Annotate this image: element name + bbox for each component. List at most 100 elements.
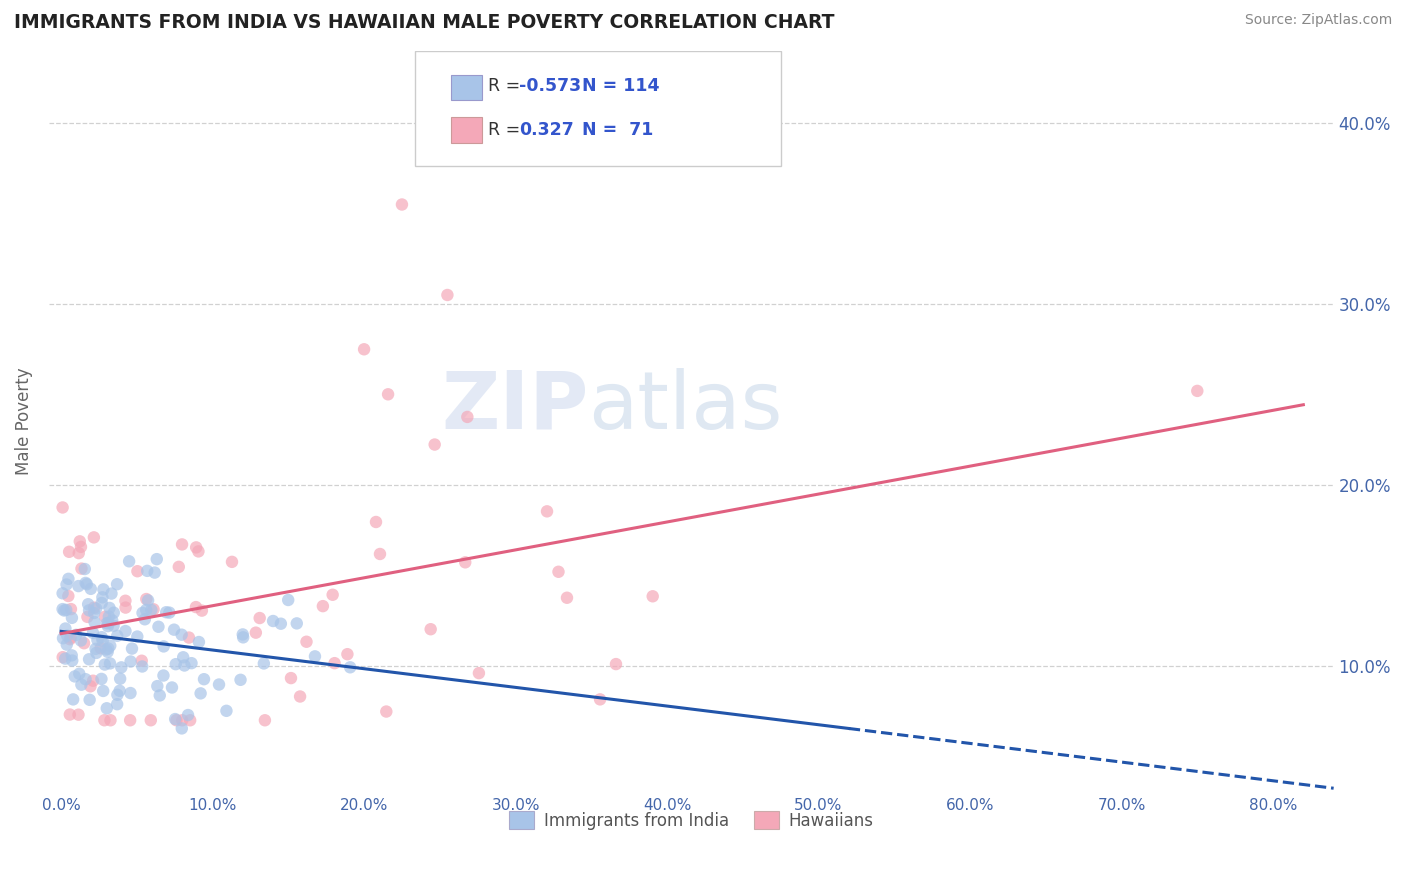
Point (142, 602, 165, 616)
Point (172, 650, 194, 665)
Point (91, 684, 114, 698)
Point (84, 601, 107, 615)
Point (82, 625, 104, 640)
Point (179, 713, 201, 727)
Point (339, 660, 361, 674)
Point (94, 642, 117, 657)
Point (97, 645, 120, 659)
Point (67, 579, 90, 593)
Point (97, 616, 120, 631)
Point (127, 630, 149, 644)
Point (53, 651, 76, 665)
Point (93, 713, 115, 727)
Point (59, 631, 82, 645)
Point (100, 713, 122, 727)
Point (55, 638, 77, 652)
Text: -0.573: -0.573 (519, 78, 581, 95)
Point (121, 641, 143, 656)
Point (77, 597, 100, 611)
Text: IMMIGRANTS FROM INDIA VS HAWAIIAN MALE POVERTY CORRELATION CHART: IMMIGRANTS FROM INDIA VS HAWAIIAN MALE P… (14, 13, 835, 32)
Point (58, 545, 80, 559)
Point (52, 500, 75, 515)
Text: atlas: atlas (589, 368, 783, 446)
Point (186, 541, 208, 555)
Point (96, 701, 118, 715)
Point (456, 409, 478, 424)
Point (76, 577, 98, 591)
Point (229, 673, 252, 687)
Point (136, 593, 159, 607)
Point (165, 657, 187, 672)
Point (114, 624, 136, 638)
Point (83, 530, 105, 544)
Point (605, 657, 627, 671)
Point (641, 589, 664, 603)
Point (108, 672, 131, 686)
Point (94, 657, 117, 672)
Point (208, 677, 231, 691)
Point (83, 600, 105, 615)
Point (58, 589, 80, 603)
Point (56, 629, 79, 643)
Point (277, 593, 299, 607)
Point (131, 654, 153, 668)
Point (79, 679, 101, 693)
Point (322, 588, 344, 602)
Point (419, 622, 441, 636)
Point (67, 666, 90, 681)
Point (323, 656, 346, 670)
Point (114, 600, 136, 615)
Point (96, 616, 118, 631)
Point (105, 577, 128, 591)
Point (152, 668, 174, 682)
Point (86, 646, 108, 660)
Point (105, 688, 128, 702)
Text: R =: R = (488, 121, 531, 139)
Point (98, 639, 121, 653)
Point (262, 614, 284, 628)
Point (80, 582, 103, 596)
Point (249, 611, 271, 625)
Point (67, 546, 90, 560)
Point (62, 692, 84, 706)
Point (55, 622, 77, 636)
FancyBboxPatch shape (451, 118, 482, 143)
Point (52, 586, 75, 600)
Point (52, 650, 75, 665)
Point (295, 634, 318, 648)
Point (73, 636, 96, 650)
Point (52, 602, 75, 616)
Point (221, 555, 243, 569)
Point (170, 722, 193, 736)
Point (155, 605, 177, 619)
Point (60, 611, 83, 625)
Point (364, 515, 387, 529)
Point (304, 649, 326, 664)
Point (253, 657, 276, 671)
Point (90, 672, 112, 686)
Point (120, 686, 142, 700)
Point (59, 632, 82, 647)
Point (76, 610, 98, 624)
Point (215, 704, 238, 718)
Point (120, 713, 142, 727)
Point (90, 596, 112, 610)
Point (143, 566, 166, 580)
Point (101, 614, 124, 628)
Point (148, 620, 170, 634)
Point (173, 658, 195, 673)
Point (285, 616, 308, 631)
Point (270, 616, 292, 631)
Point (90, 641, 112, 656)
Point (312, 599, 335, 614)
Point (165, 713, 187, 727)
Point (60, 648, 83, 663)
Point (536, 504, 558, 518)
Point (134, 612, 156, 626)
Point (70, 561, 93, 575)
Point (110, 660, 132, 674)
Text: Source: ZipAtlas.com: Source: ZipAtlas.com (1244, 13, 1392, 28)
Point (547, 565, 569, 579)
Point (454, 555, 477, 569)
Point (160, 681, 183, 695)
